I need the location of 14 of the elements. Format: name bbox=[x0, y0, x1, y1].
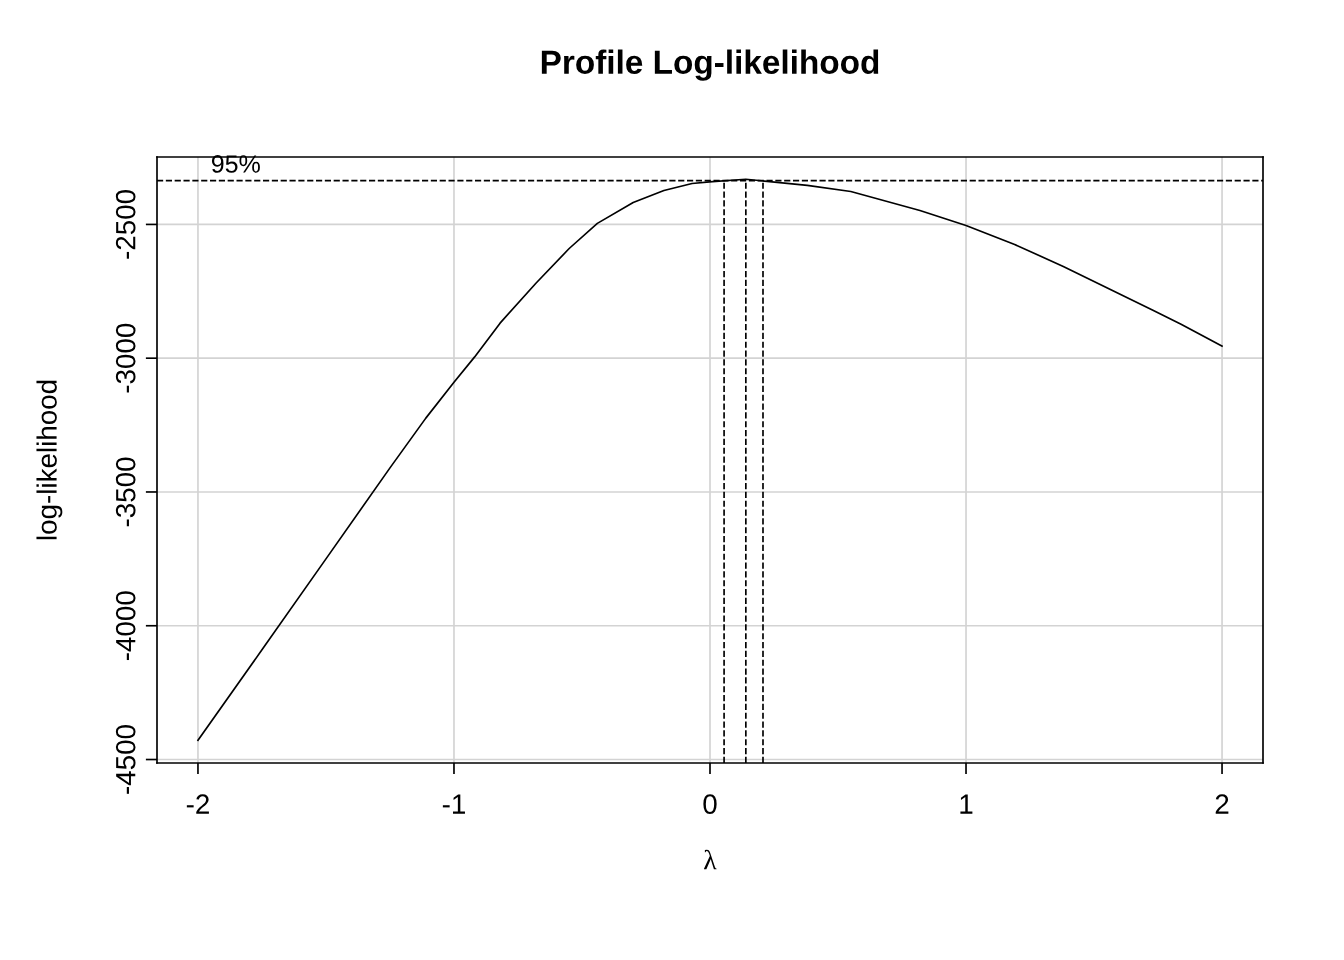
x-tick-label: -2 bbox=[186, 794, 209, 814]
x-axis-title: λ bbox=[704, 849, 717, 870]
x-tick-label: 0 bbox=[703, 794, 717, 814]
y-tick-label: -4500 bbox=[115, 725, 136, 794]
x-tick-label: 2 bbox=[1215, 794, 1229, 814]
y-tick-label: -4000 bbox=[115, 591, 136, 661]
y-tick-label: -3500 bbox=[115, 457, 136, 527]
annotation: 95% bbox=[211, 155, 260, 173]
chart-title: Profile Log-likelihood bbox=[541, 49, 879, 81]
x-tick-label: 1 bbox=[960, 794, 973, 814]
x-tick-label: -1 bbox=[442, 794, 465, 814]
y-tick-label: -3000 bbox=[115, 323, 136, 393]
y-tick-label: -2500 bbox=[115, 189, 136, 259]
y-axis-title: log-likelihood bbox=[36, 380, 63, 540]
